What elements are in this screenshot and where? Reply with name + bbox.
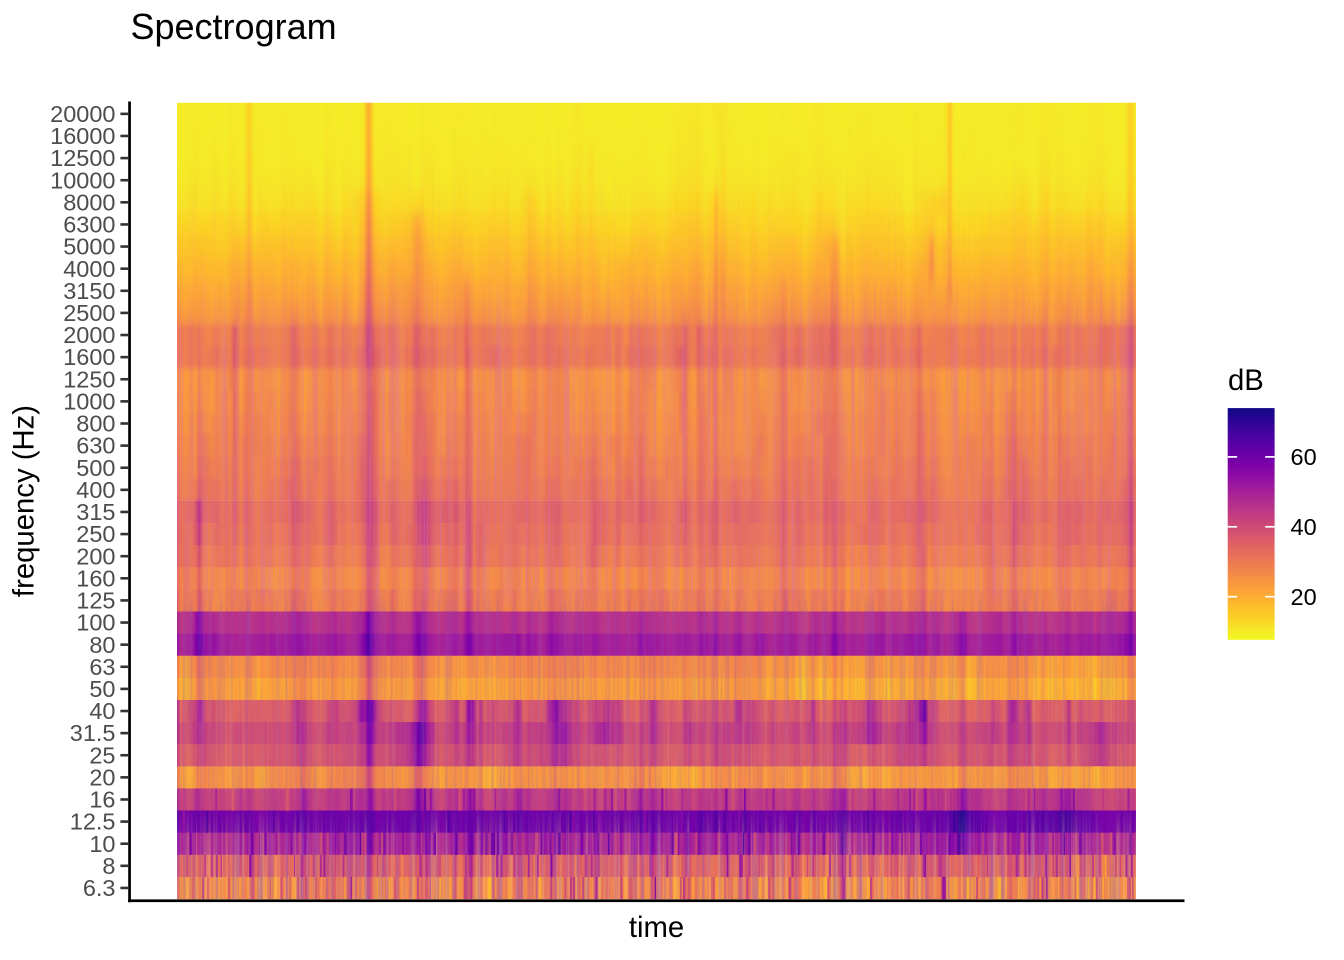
svg-text:50: 50 (89, 676, 115, 702)
svg-text:800: 800 (76, 411, 115, 437)
svg-text:31.5: 31.5 (70, 720, 116, 746)
svg-text:500: 500 (76, 455, 115, 481)
svg-text:10: 10 (89, 831, 115, 857)
svg-text:20: 20 (89, 765, 115, 791)
svg-text:16000: 16000 (50, 123, 115, 149)
svg-text:1000: 1000 (63, 389, 115, 415)
svg-text:125: 125 (76, 588, 115, 614)
svg-text:400: 400 (76, 477, 115, 503)
svg-text:4000: 4000 (63, 256, 115, 282)
svg-text:6.3: 6.3 (83, 875, 116, 901)
svg-text:8000: 8000 (63, 189, 115, 215)
svg-text:1600: 1600 (63, 344, 115, 370)
svg-text:40: 40 (1291, 514, 1317, 540)
svg-text:315: 315 (76, 499, 115, 525)
svg-text:250: 250 (76, 521, 115, 547)
svg-text:160: 160 (76, 565, 115, 591)
svg-text:2000: 2000 (63, 322, 115, 348)
svg-text:time: time (629, 911, 684, 944)
svg-text:80: 80 (89, 632, 115, 658)
svg-text:2500: 2500 (63, 300, 115, 326)
svg-text:10000: 10000 (50, 167, 115, 193)
svg-text:63: 63 (89, 654, 115, 680)
svg-text:40: 40 (89, 698, 115, 724)
svg-text:5000: 5000 (63, 234, 115, 260)
svg-text:1250: 1250 (63, 366, 115, 392)
svg-text:3150: 3150 (63, 278, 115, 304)
svg-text:20000: 20000 (50, 101, 115, 127)
svg-text:frequency (Hz): frequency (Hz) (8, 405, 41, 597)
svg-text:dB: dB (1228, 364, 1264, 397)
svg-text:200: 200 (76, 543, 115, 569)
svg-text:16: 16 (89, 787, 115, 813)
svg-text:20: 20 (1291, 584, 1317, 610)
svg-text:12.5: 12.5 (70, 809, 116, 835)
svg-text:25: 25 (89, 742, 115, 768)
svg-text:Spectrogram: Spectrogram (131, 6, 337, 47)
svg-text:630: 630 (76, 433, 115, 459)
svg-text:8: 8 (102, 853, 115, 879)
svg-text:60: 60 (1291, 444, 1317, 470)
svg-text:6300: 6300 (63, 212, 115, 238)
svg-text:12500: 12500 (50, 145, 115, 171)
svg-text:100: 100 (76, 610, 115, 636)
